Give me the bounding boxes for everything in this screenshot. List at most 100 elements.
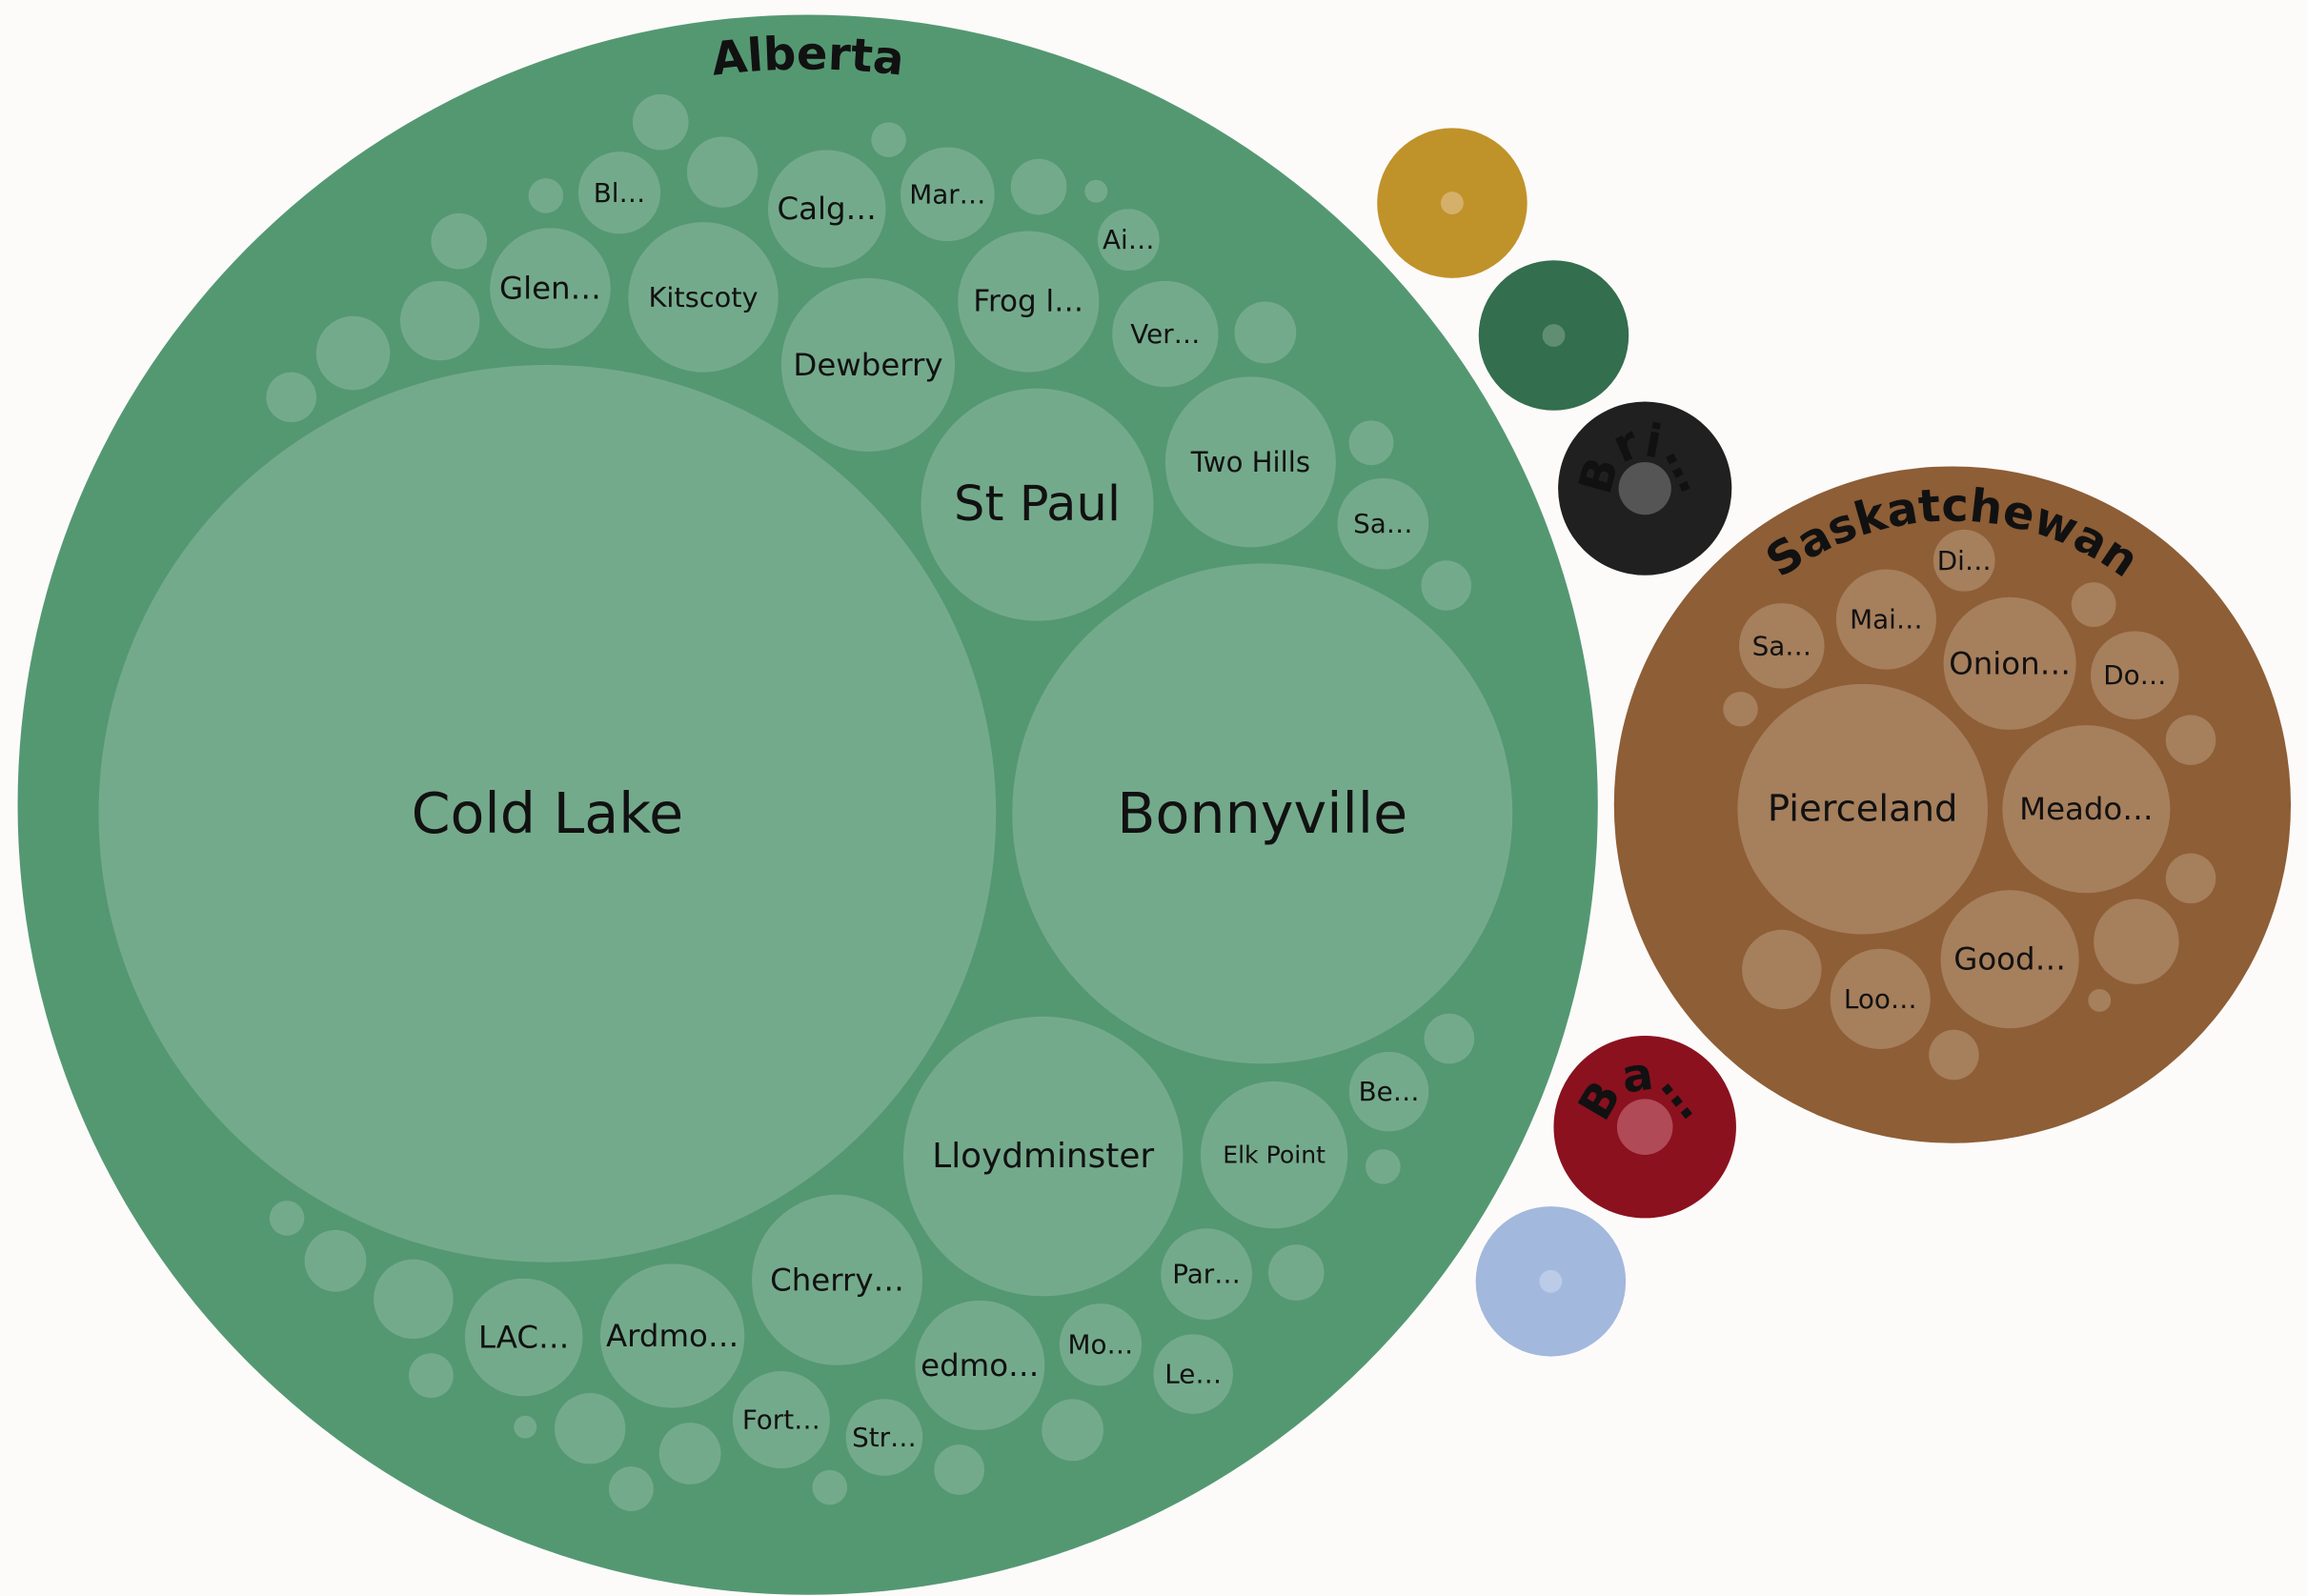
leaf-label: St Paul: [954, 476, 1121, 533]
leaf-circle: [1234, 301, 1297, 364]
leaf-label: Mar…: [909, 178, 985, 210]
leaf-circle: [1042, 1399, 1103, 1462]
leaf-circle: [732, 1370, 830, 1468]
leaf-circle: [304, 1229, 367, 1292]
leaf-label: Sa…: [1353, 508, 1412, 539]
leaf-circle: [686, 136, 759, 208]
leaf-label: Onion…: [1949, 645, 2071, 681]
leaf-circle: [464, 1278, 583, 1397]
leaf-circle: [1012, 563, 1513, 1064]
leaf-circle: [780, 277, 956, 452]
leaf-circle: [752, 1194, 923, 1365]
leaf-label: Dewberry: [793, 347, 942, 383]
leaf-circle: [315, 315, 391, 391]
leaf-label: Par…: [1172, 1259, 1241, 1290]
leaf-circle: [958, 231, 1100, 373]
leaf-circle: [1348, 420, 1394, 466]
leaf-circle: [408, 1353, 454, 1399]
leaf-circle: [1200, 1081, 1348, 1229]
leaf-circle: [2165, 715, 2216, 765]
leaf-label: LAC…: [478, 1320, 569, 1356]
leaf-circle: [1940, 890, 2079, 1029]
leaf-circle: [915, 1300, 1045, 1430]
leaf-label: Calg…: [777, 191, 876, 227]
leaf-circle: [1742, 929, 1822, 1010]
leaf-label: Meado…: [2019, 791, 2154, 827]
leaf-circle: [490, 228, 611, 349]
leaf-label: Lloydminster: [932, 1137, 1154, 1176]
leaf-circle: [1267, 1244, 1325, 1301]
leaf-circle: [1539, 1269, 1563, 1293]
leaf-circle: [767, 150, 886, 269]
leaf-circle: [658, 1423, 721, 1485]
leaf-circle: [1421, 560, 1472, 611]
leaf-label: Bonnyville: [1117, 781, 1407, 846]
leaf-circle: [2071, 582, 2116, 628]
leaf-circle: [812, 1469, 848, 1505]
leaf-circle: [1616, 1099, 1673, 1156]
leaf-circle: [1161, 1228, 1252, 1320]
leaf-circle: [1366, 1149, 1401, 1184]
leaf-label: Pierceland: [1768, 788, 1958, 831]
leaf-circle: [1153, 1334, 1233, 1414]
leaf-circle: [1739, 603, 1825, 689]
leaf-circle: [1835, 569, 1937, 670]
leaf-circle: [934, 1444, 984, 1495]
leaf-circle: [1424, 1013, 1475, 1064]
leaf-circle: [399, 280, 480, 361]
leaf-label: Elk Point: [1223, 1141, 1326, 1169]
leaf-circle: [902, 1016, 1184, 1297]
leaf-label: Bl…: [594, 177, 646, 209]
leaf-label: Sa…: [1752, 630, 1811, 661]
leaf-circle: [871, 122, 906, 157]
leaf-circle: [1112, 280, 1219, 388]
leaf-circle: [1618, 461, 1671, 515]
group-label: Alberta: [709, 28, 906, 86]
leaf-circle: [1830, 948, 1931, 1049]
leaf-label: Ai…: [1103, 224, 1155, 255]
leaf-circle: [2091, 631, 2179, 720]
leaf-circle: [628, 222, 779, 373]
group-label-path: Alberta: [709, 28, 906, 86]
leaf-circle: [901, 147, 995, 242]
leaf-circle: [1084, 179, 1108, 203]
leaf-circle: [1737, 683, 1988, 935]
leaf-circle: [266, 372, 317, 423]
leaf-circle: [921, 388, 1154, 621]
leaf-circle: [431, 212, 488, 270]
leaf-circle: [1010, 158, 1067, 215]
leaf-circle: [2165, 853, 2216, 904]
leaf-label: Cherry…: [770, 1262, 904, 1298]
leaf-label: Mai…: [1850, 604, 1923, 636]
leaf-circle: [1440, 192, 1464, 215]
leaf-circle: [1943, 596, 2076, 730]
leaf-circle: [1929, 1029, 1979, 1081]
leaf-circle: [2094, 899, 2179, 984]
leaf-circle: [374, 1259, 454, 1340]
leaf-circle: [1542, 324, 1566, 347]
leaf-circle: [845, 1399, 923, 1476]
leaf-circle: [528, 178, 564, 213]
leaf-circle: [1723, 691, 1758, 727]
leaf-label: Loo…: [1844, 983, 1917, 1015]
leaf-label: Fort…: [742, 1404, 820, 1435]
leaf-label: Le…: [1164, 1359, 1222, 1390]
leaf-circle: [2088, 988, 2112, 1012]
leaf-circle: [1164, 376, 1336, 548]
leaf-circle: [577, 152, 661, 234]
leaf-circle: [2002, 725, 2171, 894]
leaf-label: Two Hills: [1190, 446, 1310, 478]
leaf-label: Cold Lake: [412, 781, 684, 846]
leaf-circle: [98, 364, 997, 1263]
leaf-circle: [1059, 1303, 1143, 1386]
leaf-circle: [554, 1393, 626, 1465]
leaf-circle: [1933, 529, 1995, 592]
leaf-circle: [608, 1466, 654, 1511]
leaf-circle: [1348, 1051, 1429, 1132]
leaf-circle: [1097, 209, 1160, 272]
leaf-circle: [632, 93, 689, 151]
leaf-label: Frog l…: [973, 285, 1083, 319]
leaf-circle: [599, 1263, 745, 1408]
leaf-circle: [1337, 477, 1429, 570]
